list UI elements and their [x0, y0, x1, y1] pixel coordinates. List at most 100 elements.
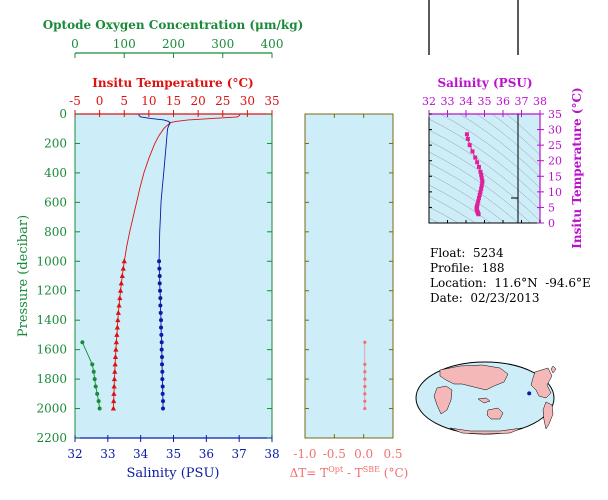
ts-point: [479, 186, 484, 191]
delta-point: [363, 399, 367, 403]
salinity-point: [160, 384, 165, 389]
salinity-point: [160, 355, 165, 359]
delta-point: [363, 362, 367, 366]
oxygen-point: [90, 362, 95, 367]
ts-salinity-tick-label: 32: [422, 95, 436, 108]
float-location: Location: 11.6°N -94.6°E: [430, 276, 591, 290]
oxygen-point: [91, 369, 96, 374]
pressure-tick-label: 400: [44, 166, 67, 180]
eurasia-land: [439, 364, 509, 391]
ts-density-contour: [506, 114, 540, 145]
temperature-point: [111, 390, 117, 396]
antarctica-land: [449, 427, 523, 435]
oxygen-point: [95, 391, 100, 396]
ts-point: [479, 172, 484, 177]
ts-salinity-tick-label: 34: [459, 95, 473, 108]
salinity-point: [158, 310, 163, 315]
oxygen-tick-label: 100: [113, 37, 136, 51]
temperature-point: [119, 273, 125, 278]
ts-density-contour: [429, 118, 540, 200]
ts-salinity-tick-label: 38: [533, 95, 547, 108]
salinity-point: [159, 340, 164, 345]
delta-t-panel: -1.0 -0.5 0.0 0.5 ΔT= TOpt - TSBE (°C): [290, 113, 408, 480]
temperature-point: [121, 258, 127, 264]
delta-tick-label: -1.0: [293, 447, 316, 461]
delta-ticks: -1.0 -0.5 0.0 0.5: [293, 113, 403, 461]
ts-temperature-tick-label: 0: [548, 217, 555, 230]
oxygen-tick-label: 200: [162, 37, 185, 51]
ts-temperature-tick-label: 20: [548, 155, 562, 168]
oxygen-ticks: 0 100 200 300 400: [71, 37, 283, 58]
temperature-point: [116, 302, 122, 308]
ts-point: [476, 196, 481, 201]
ts-point: [467, 143, 472, 148]
salinity-point: [160, 399, 165, 404]
temperature-profile-line: [123, 113, 241, 262]
pressure-tick-label: 1800: [36, 372, 67, 386]
salinity-tick-label: 34: [133, 447, 149, 461]
ts-density-contour: [491, 114, 540, 156]
ts-point: [476, 212, 481, 217]
salinity-point: [159, 332, 164, 337]
temperature-tick-label: 20: [190, 94, 205, 108]
main-ticks: 0200400600800100012001400160018002000220…: [36, 94, 279, 461]
salinity-tick-label: 35: [166, 447, 181, 461]
temperature-tick-label: 30: [240, 94, 255, 108]
delta-panel-frame: [304, 113, 394, 439]
delta-tick-label: 0.0: [354, 447, 373, 461]
salinity-point: [157, 266, 162, 271]
profile-number: Profile: 188: [430, 261, 505, 275]
delta-point: [363, 370, 367, 374]
temperature-tick-label: 10: [141, 94, 156, 108]
ts-point: [470, 149, 475, 154]
salinity-point: [158, 296, 163, 301]
temperature-point: [113, 339, 119, 345]
temperature-point: [114, 324, 120, 330]
temperature-tick-label: -5: [69, 94, 81, 108]
ts-density-contour: [476, 114, 540, 167]
ts-point: [464, 132, 469, 137]
ts-density-contour: [459, 114, 540, 178]
australia-land: [486, 407, 504, 420]
ts-point: [465, 136, 470, 141]
pressure-tick-label: 1600: [36, 343, 67, 357]
oxygen-axis: 0 100 200 300 400 Optode Oxygen Concentratio…: [43, 18, 303, 58]
ts-salinity-tick-label: 33: [441, 95, 455, 108]
indonesia-land: [477, 397, 491, 404]
temperature-tick-label: 0: [96, 94, 104, 108]
oxygen-point: [92, 377, 97, 382]
pressure-tick-label: 600: [44, 195, 67, 209]
main-profile-panel: 0200400600800100012001400160018002000220…: [36, 94, 279, 461]
location-map: [415, 361, 557, 435]
oxygen-point: [97, 406, 102, 411]
ts-density-contour: [429, 195, 476, 223]
temperature-point: [117, 295, 123, 301]
north-america-land: [530, 367, 553, 399]
ts-point: [476, 199, 481, 204]
ts-point: [478, 169, 483, 174]
ts-density-contours: [429, 114, 540, 223]
delta-panel-background: [305, 114, 393, 438]
salinity-point: [157, 259, 162, 264]
ts-density-contour: [429, 140, 540, 222]
ts-point: [475, 160, 480, 165]
pressure-tick-label: 1200: [36, 284, 67, 298]
ts-density-contour: [429, 184, 492, 223]
temperature-point: [111, 383, 117, 389]
salinity-point: [158, 288, 163, 293]
oxygen-point: [93, 384, 98, 389]
salinity-profile-line: [138, 114, 171, 262]
ts-salinity-tick-label: 35: [478, 95, 492, 108]
ts-salinity-tick-label: 36: [496, 95, 510, 108]
delta-point: [363, 377, 367, 381]
salinity-tick-label: 37: [232, 447, 247, 461]
delta-point: [363, 384, 367, 389]
ts-salinity-title: Salinity (PSU): [437, 76, 532, 90]
pressure-tick-label: 0: [59, 107, 67, 121]
south-america-land: [542, 401, 554, 430]
main-panel-background: [75, 114, 272, 438]
africa-land: [433, 385, 453, 415]
temperature-point: [115, 317, 121, 323]
ts-density-contour: [429, 206, 459, 223]
